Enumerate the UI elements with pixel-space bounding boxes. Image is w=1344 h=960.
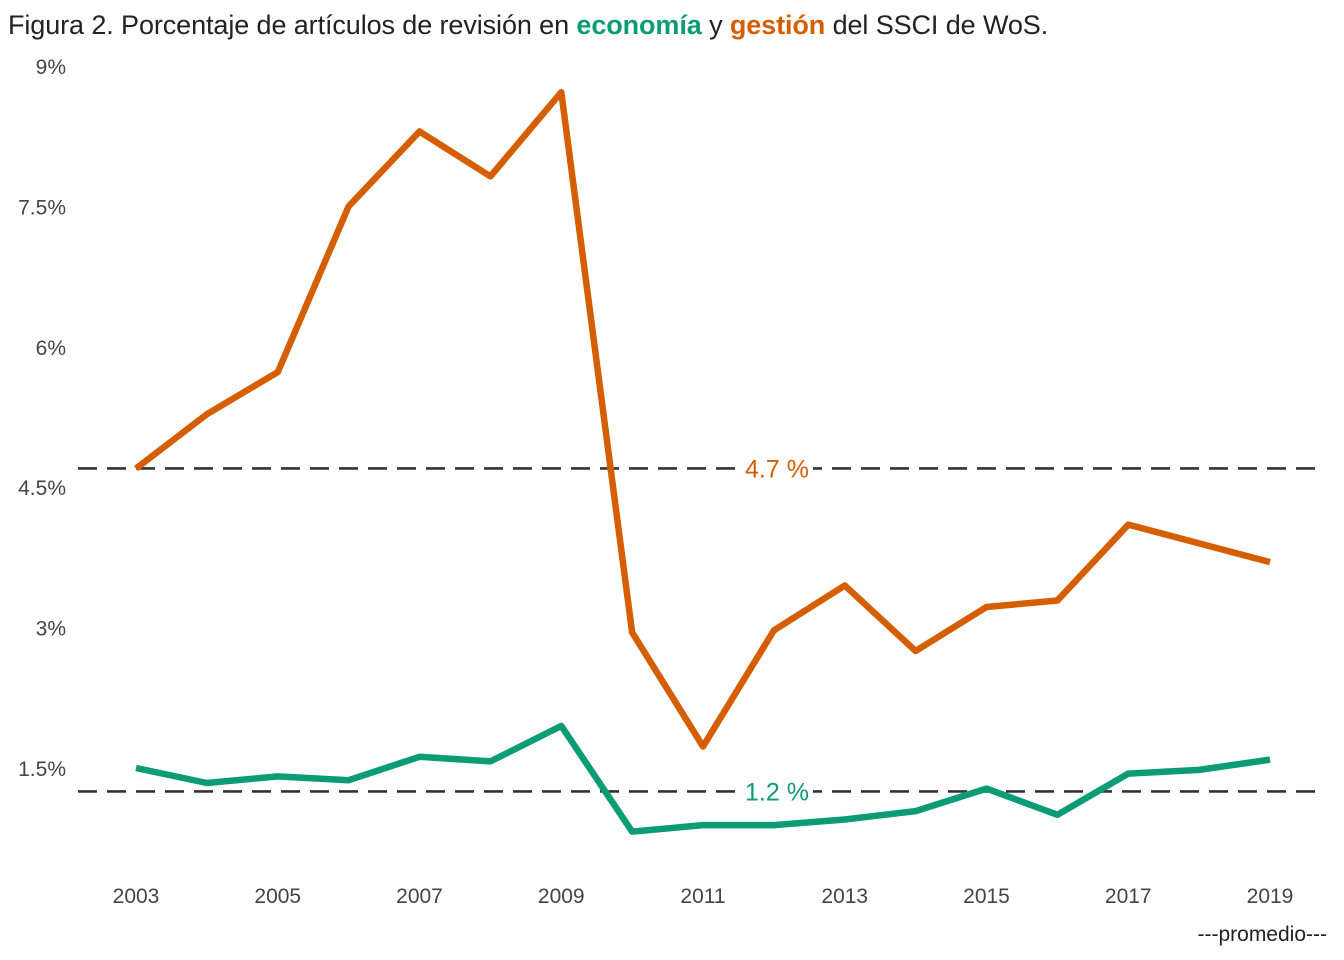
average-label-0: 4.7 % <box>745 455 809 483</box>
x-axis: 2003 2005 2007 2009 2011 2013 2015 2017 2019 <box>113 885 1294 908</box>
y-tick-label: 3% <box>36 618 66 641</box>
average-label-bg-0 <box>741 455 813 484</box>
x-tick-label: 2019 <box>1247 885 1294 908</box>
x-tick-label: 2017 <box>1105 885 1152 908</box>
title-suffix: del SSCI de WoS. <box>825 10 1049 40</box>
average-label-bg-1 <box>741 778 813 807</box>
x-tick-label: 2013 <box>821 885 868 908</box>
x-tick-label: 2011 <box>680 885 725 908</box>
x-tick-label: 2015 <box>963 885 1010 908</box>
y-tick-label: 9% <box>36 56 66 79</box>
title-series-economia: economía <box>576 10 702 40</box>
title-connector: y <box>701 10 730 40</box>
x-tick-label: 2007 <box>396 885 443 908</box>
series-line-economia <box>135 722 1271 835</box>
y-tick-label: 4.5% <box>18 477 66 500</box>
reference-labels: 4.7 % 1.2 % <box>741 455 813 807</box>
y-axis: 1.5% 3% 4.5% 6% 7.5% 9% <box>18 56 66 781</box>
y-tick-label: 1.5% <box>18 758 66 781</box>
title-prefix: Figura 2. Porcentaje de artículos de rev… <box>8 10 577 40</box>
series-lines <box>134 88 1271 835</box>
average-label-1: 1.2 % <box>745 778 809 806</box>
x-tick-label: 2009 <box>538 885 585 908</box>
chart-title: Figura 2. Porcentaje de artículos de rev… <box>8 10 1048 41</box>
series-line-gestion <box>134 88 1271 750</box>
y-tick-label: 6% <box>36 337 66 360</box>
title-series-gestion: gestión <box>729 10 826 40</box>
x-tick-label: 2005 <box>254 885 301 908</box>
reference-lines <box>78 467 1324 793</box>
average-caption: ---promedio--- <box>1197 923 1327 946</box>
x-tick-label: 2003 <box>113 885 160 908</box>
y-tick-label: 7.5% <box>18 196 66 219</box>
